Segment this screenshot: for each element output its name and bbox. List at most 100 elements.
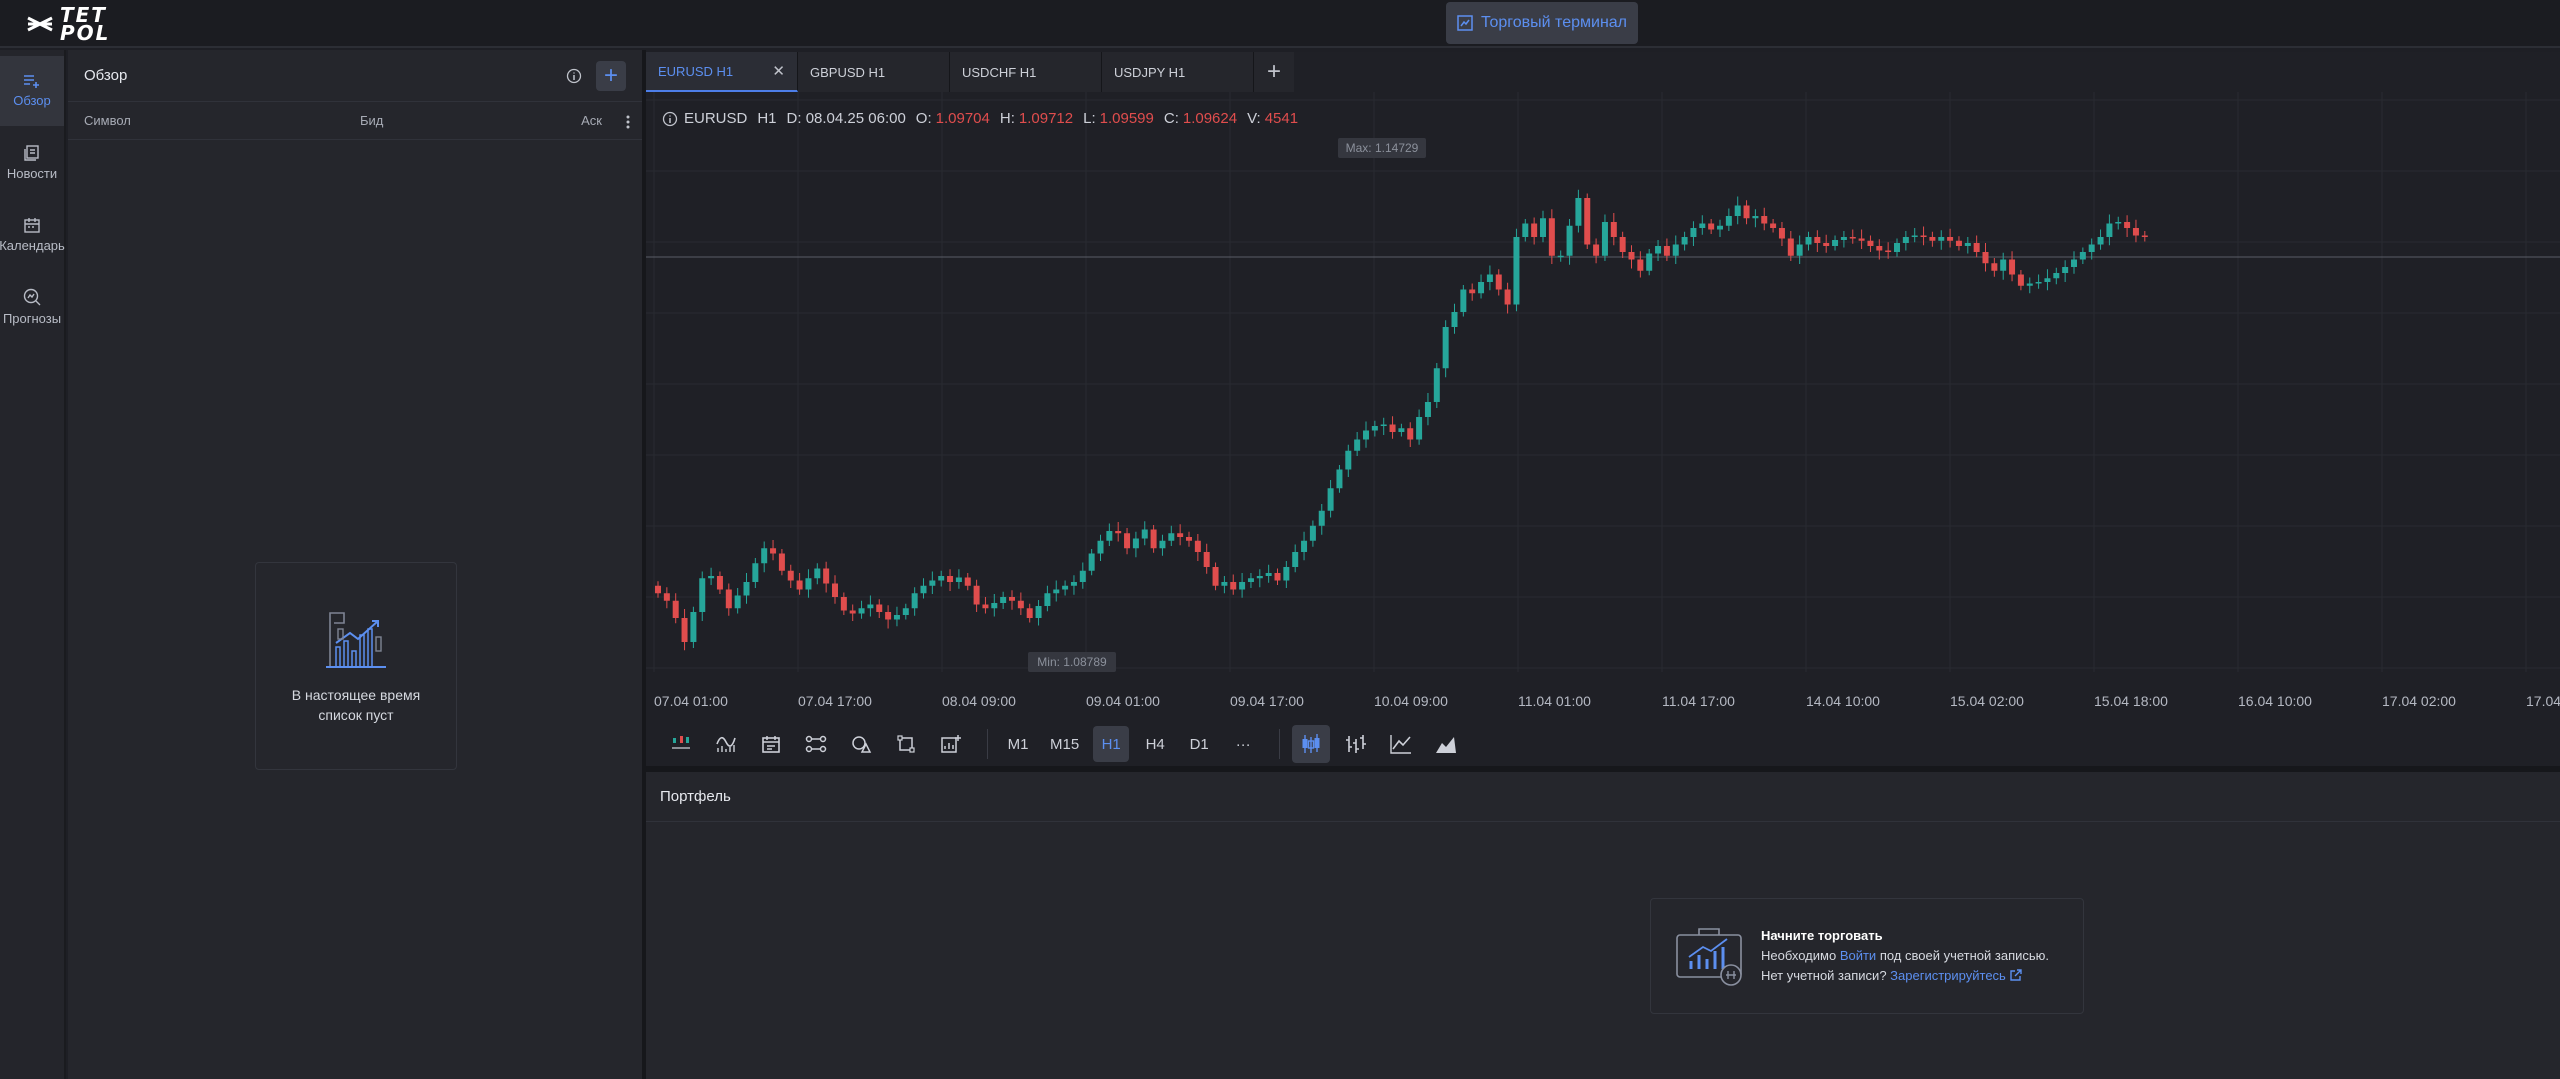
add-indicator-button[interactable] [932, 725, 970, 763]
close-icon[interactable]: ✕ [772, 63, 785, 80]
candle-bullish [708, 576, 715, 579]
candle-bullish [858, 608, 865, 614]
candle-bullish [2026, 283, 2033, 286]
nav-item-forecasts[interactable]: Прогнозы [0, 272, 64, 342]
candle-bullish [1699, 223, 1706, 228]
timeframe-m1[interactable]: M1 [1007, 735, 1029, 753]
candle-bearish [1823, 243, 1830, 246]
candle-bearish [885, 612, 892, 620]
candle-bullish [991, 603, 998, 609]
candle-bullish [1734, 205, 1741, 216]
timeframe-h1[interactable]: H1 [1093, 726, 1130, 762]
candle-bullish [1159, 540, 1166, 549]
timeframe-m15[interactable]: M15 [1050, 735, 1080, 753]
candle-bearish [1593, 244, 1600, 256]
x-tick-label: 09.04 17:00 [1230, 693, 1304, 709]
tab-label: GBPUSD H1 [810, 64, 886, 80]
candle-bullish [1964, 243, 1971, 246]
bars-chart-button[interactable] [1337, 725, 1375, 763]
nav-label-forecasts: Прогнозы [2, 311, 62, 326]
candle-bullish [929, 580, 936, 586]
rectangle-icon [897, 735, 915, 753]
timeframe-d1[interactable]: D1 [1189, 735, 1209, 753]
candle-bearish [1858, 238, 1865, 241]
x-tick-label: 11.04 01:00 [1518, 693, 1591, 709]
add-tab-button[interactable]: + [1254, 52, 1294, 92]
empty-list-illustration-icon [326, 612, 386, 668]
indicators-button[interactable] [662, 725, 700, 763]
price-chart[interactable]: Max: 1.14729 Min: 1.08789 07.04 01:00 07.04… [646, 92, 2560, 722]
area-chart-button[interactable] [1427, 725, 1465, 763]
tab-gbpusd[interactable]: GBPUSD H1 [798, 52, 950, 92]
logo[interactable]: TET POL [26, 4, 110, 44]
line-chart-button[interactable] [1382, 725, 1420, 763]
chart-area[interactable]: Max: 1.14729 Min: 1.08789 07.04 01:00 07.04… [646, 92, 2560, 722]
x-tick-label: 14.04 10:00 [1806, 693, 1880, 709]
rectangle-tool-button[interactable] [887, 725, 925, 763]
toolbar-divider [1279, 729, 1281, 759]
info-icon[interactable] [566, 68, 582, 84]
login-link[interactable]: Войти [1839, 948, 1877, 963]
tab-usdjpy[interactable]: USDJPY H1 [1102, 52, 1254, 92]
tab-eurusd[interactable]: EURUSD H1 ✕ [646, 52, 798, 92]
nav-item-overview[interactable]: Обзор [0, 56, 64, 126]
horizontal-splitter[interactable] [646, 766, 2560, 772]
trading-terminal-button[interactable]: Торговый терминал [1446, 2, 1638, 44]
ohlc-bars-icon [1346, 735, 1367, 753]
list-add-icon [24, 75, 39, 88]
candle-bearish [1610, 222, 1617, 237]
candle-bullish [2000, 259, 2007, 271]
candles-chart-button[interactable] [1292, 725, 1331, 763]
candle-bullish [920, 585, 927, 594]
candle-bullish [1380, 424, 1387, 426]
timeframe-h4[interactable]: H4 [1145, 735, 1165, 753]
toolbar-divider [987, 729, 988, 759]
candle-bearish [2009, 259, 2016, 275]
portfolio-panel: Портфель Начните торговать Необходимо Во… [646, 772, 2560, 1079]
oscillators-button[interactable] [707, 725, 745, 763]
login-prompt-prefix: Необходимо [1761, 948, 1837, 963]
candle-bullish [1557, 255, 1564, 258]
timeframe-more[interactable]: ··· [1235, 735, 1251, 753]
candle-bearish [849, 610, 856, 614]
candle-bearish [1124, 533, 1131, 549]
candle-bearish [796, 580, 803, 590]
candle-bearish [947, 576, 954, 582]
candle-bearish [1584, 198, 1591, 245]
shapes-button[interactable] [842, 725, 880, 763]
nav-item-calendar[interactable]: Календарь [0, 200, 65, 270]
empty-text-line1: В настоящее время [291, 687, 421, 703]
candle-bearish [1194, 540, 1201, 552]
candle-bullish [1540, 218, 1546, 237]
line-tool-button[interactable] [797, 725, 835, 763]
candle-bearish [832, 583, 838, 597]
candle-bearish [1991, 263, 1998, 271]
ohlc-volume-label: V: [1247, 110, 1261, 127]
candle-bullish [1221, 582, 1228, 586]
candle-bullish [1247, 578, 1254, 582]
tab-label: USDCHF H1 [962, 64, 1037, 80]
chart-add-icon [941, 735, 961, 753]
ohlc-timeframe: H1 [757, 110, 777, 127]
panel-splitter[interactable] [642, 50, 646, 1079]
info-icon[interactable] [662, 111, 678, 127]
candle-bullish [2115, 222, 2122, 224]
candle-bullish [1363, 430, 1369, 440]
nav-item-news[interactable]: Новости [0, 128, 64, 198]
empty-watchlist-card: В настоящее время список пуст [255, 562, 457, 770]
tab-usdchf[interactable]: USDCHF H1 [950, 52, 1102, 92]
candle-bearish [1274, 573, 1281, 581]
candle-bullish [1106, 531, 1113, 541]
more-vertical-icon[interactable] [626, 115, 630, 129]
external-link-icon[interactable] [2009, 969, 2023, 982]
register-link[interactable]: Зарегистрируйтесь [1890, 968, 2006, 983]
add-symbol-button[interactable]: + [596, 60, 626, 91]
candle-bullish [1486, 274, 1493, 282]
candle-bearish [770, 548, 777, 554]
candle-bullish [2106, 223, 2113, 237]
events-button[interactable] [752, 725, 790, 763]
candlestick-icon [1302, 734, 1320, 753]
candle-bearish [1628, 252, 1635, 260]
candle-bullish [1796, 244, 1803, 256]
nav-label-calendar: Календарь [0, 238, 65, 253]
